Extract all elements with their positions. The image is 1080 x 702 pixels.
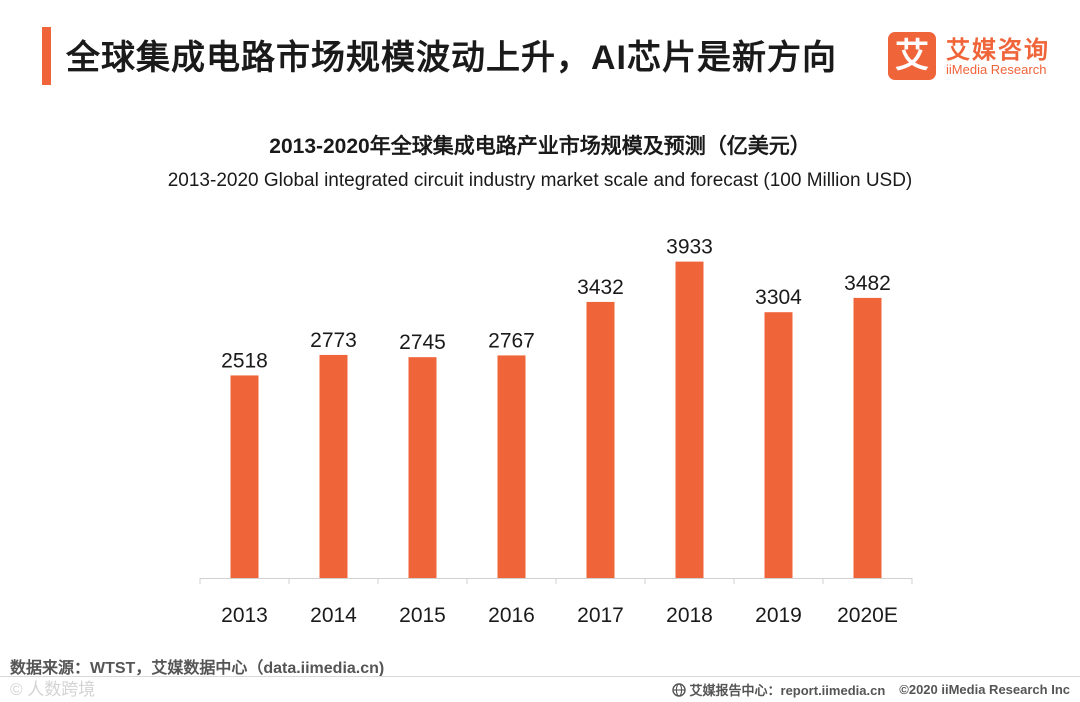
logo-english-name: iiMedia Research [946, 62, 1047, 77]
x-tick-label-2013: 2013 [221, 604, 268, 627]
copyright: ©2020 iiMedia Research Inc [899, 682, 1070, 697]
x-tick-label-2018: 2018 [666, 604, 713, 627]
data-label-2020E: 3482 [844, 272, 891, 295]
page-title: 全球集成电路市场规模波动上升，AI芯片是新方向 [66, 39, 837, 77]
data-source: 数据来源：WTST，艾媒数据中心（data.iimedia.cn) [10, 660, 385, 677]
bar-2020E [853, 297, 882, 578]
data-label-2014: 2773 [310, 329, 357, 352]
x-tick-label-2015: 2015 [399, 604, 446, 627]
watermark: © 人数跨境 [10, 680, 96, 699]
x-tick-label-2020E: 2020E [837, 604, 898, 627]
bar-2016 [497, 355, 526, 578]
logo-chinese-name: 艾媒咨询 [946, 37, 1050, 64]
footer-divider [0, 676, 1080, 677]
footer: 艾媒报告中心：report.iimedia.cn ©2020 iiMedia R… [671, 680, 1070, 699]
chart-subtitle: 2013-2020 Global integrated circuit indu… [167, 170, 913, 191]
report-center-link[interactable]: 艾媒报告中心：report.iimedia.cn [689, 683, 886, 698]
x-tick-label-2014: 2014 [310, 604, 357, 627]
bar-2013 [230, 375, 259, 578]
x-tick-label-2016: 2016 [488, 604, 535, 627]
bar-2019 [764, 312, 793, 578]
bar-2017 [586, 301, 615, 578]
globe-icon [671, 682, 686, 697]
bar-2018 [675, 261, 704, 578]
data-label-2015: 2745 [399, 331, 446, 354]
bar-2014 [319, 354, 348, 578]
logo-mark: 艾 [888, 32, 936, 80]
x-tick-label-2017: 2017 [577, 604, 624, 627]
title-accent-bar [42, 27, 51, 85]
iimedia-logo: 艾 艾媒咨询 iiMedia Research [888, 28, 1068, 84]
data-label-2019: 3304 [755, 286, 802, 309]
chart-title: 2013-2020年全球集成电路产业市场规模及预测（亿美元） [269, 135, 811, 158]
data-label-2018: 3933 [666, 236, 713, 259]
x-tick-label-2019: 2019 [755, 604, 802, 627]
bar-2015 [408, 357, 437, 578]
data-label-2017: 3432 [577, 276, 624, 299]
data-label-2016: 2767 [488, 329, 535, 352]
data-label-2013: 2518 [221, 349, 268, 372]
